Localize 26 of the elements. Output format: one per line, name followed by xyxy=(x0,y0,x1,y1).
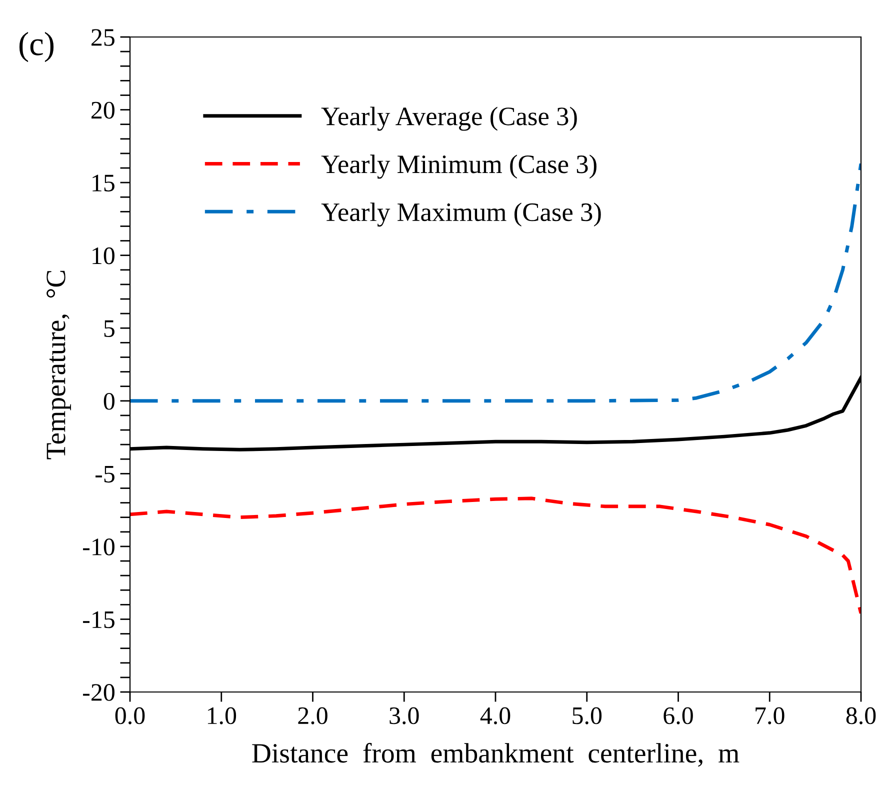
y-tick-label: -15 xyxy=(83,611,114,628)
y-tick-label: -10 xyxy=(83,538,114,556)
y-tick-label: 15 xyxy=(92,174,114,192)
x-tick-label: 5.0 xyxy=(572,707,602,724)
x-tick-label: 1.0 xyxy=(208,707,236,724)
x-tick-label: 7.0 xyxy=(756,707,784,724)
y-axis-title: Temperature, °C xyxy=(46,270,71,460)
x-tick-label: 6.0 xyxy=(664,707,693,724)
y-tick-label: 20 xyxy=(92,102,114,119)
x-tick-label: 8.0 xyxy=(846,707,876,724)
line-series xyxy=(130,496,861,616)
y-tick-label: 5 xyxy=(104,320,114,338)
x-tick-label: 4.0 xyxy=(480,707,510,724)
y-tick-label: 10 xyxy=(92,247,114,264)
x-tick-label: 2.0 xyxy=(298,707,328,724)
y-tick-label: 25 xyxy=(92,29,114,46)
x-tick-label: 3.0 xyxy=(390,707,419,724)
legend-label: Yearly Maximum (Case 3) xyxy=(321,202,601,227)
legend-label: Yearly Minimum (Case 3) xyxy=(321,154,596,179)
x-tick-label: 0.0 xyxy=(115,707,145,724)
x-axis-title: Distance from embankment centerline, m xyxy=(252,742,740,767)
y-tick-label: 0 xyxy=(104,392,114,410)
y-tick-label: -20 xyxy=(83,684,114,701)
text: (c) xyxy=(19,32,54,62)
y-tick-label: -5 xyxy=(96,466,114,483)
legend-label: Yearly Average (Case 3) xyxy=(321,106,577,131)
